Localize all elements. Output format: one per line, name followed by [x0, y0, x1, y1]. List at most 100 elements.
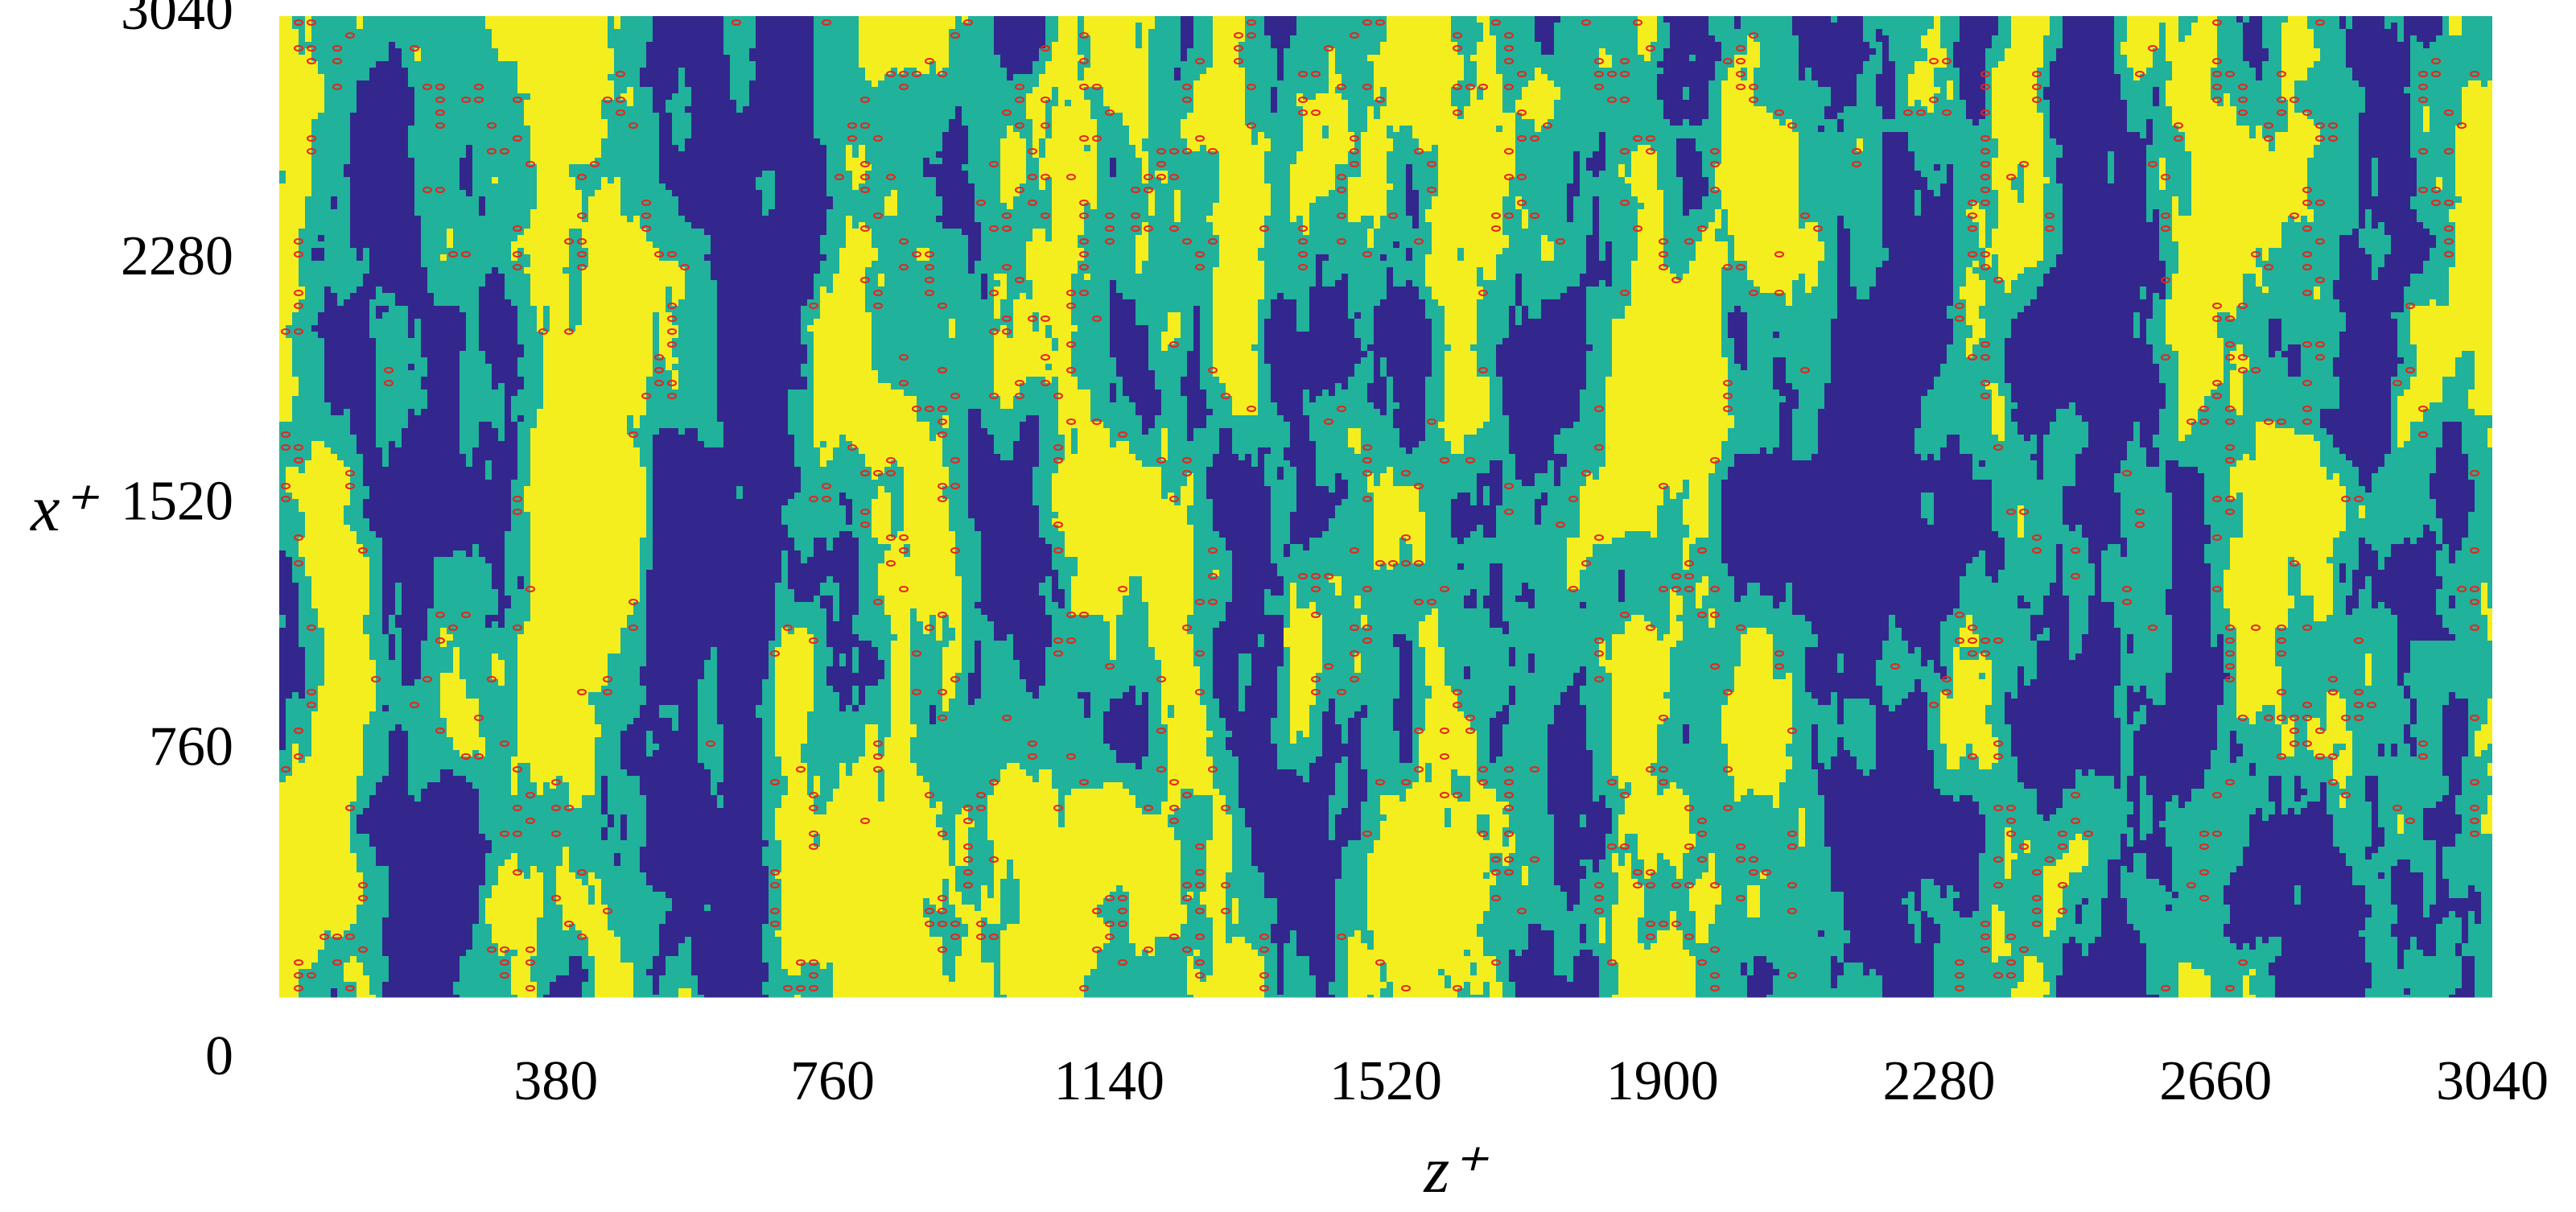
field-region: [537, 171, 569, 178]
field-region: [2172, 209, 2178, 216]
field-region: [2346, 319, 2397, 326]
field-region: [904, 544, 910, 551]
field-region: [2005, 538, 2088, 545]
field-region: [2417, 216, 2449, 223]
field-region: [2243, 55, 2269, 62]
field-region: [1799, 132, 1882, 139]
field-region: [2178, 196, 2191, 204]
field-region: [884, 209, 897, 216]
field-region: [678, 261, 711, 268]
field-region: [1271, 544, 1284, 551]
field-region: [369, 299, 395, 307]
field-region: [279, 183, 311, 191]
field-region: [350, 113, 414, 120]
field-region: [897, 209, 942, 216]
field-region: [1721, 209, 1728, 216]
field-region: [1670, 267, 1689, 274]
field-region: [1213, 35, 1245, 43]
field-region: [820, 454, 833, 461]
field-region: [1078, 441, 1110, 448]
field-region: [460, 396, 505, 403]
field-region: [1419, 493, 1457, 500]
field-region: [2359, 151, 2410, 159]
field-region: [279, 306, 299, 313]
field-region: [2417, 158, 2455, 165]
field-region: [640, 460, 653, 468]
field-region: [1792, 29, 1863, 36]
field-region: [1039, 325, 1045, 332]
field-region: [1271, 42, 1290, 49]
field-region: [1882, 138, 1908, 146]
field-region: [2075, 525, 2082, 532]
field-region: [1502, 409, 1580, 416]
field-region: [1728, 229, 1818, 236]
field-region: [2294, 216, 2301, 223]
field-region: [814, 402, 917, 410]
field-region: [1116, 171, 1142, 178]
field-region: [2275, 132, 2320, 139]
field-region: [1882, 145, 1908, 152]
field-region: [2352, 16, 2384, 23]
field-region: [1786, 299, 1792, 307]
field-region: [2397, 351, 2417, 358]
field-region: [608, 126, 659, 133]
field-region: [2455, 171, 2492, 178]
field-region: [704, 229, 826, 236]
field-region: [891, 493, 904, 500]
field-region: [350, 158, 414, 165]
field-region: [2159, 29, 2166, 36]
field-region: [1193, 106, 1245, 113]
field-region: [2056, 254, 2159, 262]
field-region: [1071, 319, 1110, 326]
field-region: [350, 415, 376, 423]
field-region: [1567, 190, 1580, 197]
field-region: [2178, 203, 2191, 210]
field-region: [2236, 306, 2339, 313]
field-region: [2005, 287, 2011, 294]
field-region: [1148, 203, 1155, 210]
field-region: [2397, 409, 2423, 416]
field-region: [2449, 209, 2492, 216]
field-region: [1284, 55, 1329, 62]
field-region: [2159, 42, 2166, 49]
field-region: [1361, 447, 1406, 455]
field-region: [1477, 48, 1496, 56]
field-region: [1960, 16, 1998, 23]
field-region: [1245, 93, 1271, 101]
field-region: [1058, 344, 1071, 352]
field-region: [846, 235, 872, 242]
field-region: [1412, 254, 1425, 262]
field-region: [517, 422, 537, 429]
field-region: [1058, 409, 1090, 416]
field-region: [1728, 248, 1734, 255]
field-region: [1515, 171, 1573, 178]
field-region: [1670, 29, 1708, 36]
field-region: [653, 518, 781, 526]
field-region: [376, 364, 408, 371]
field-region: [1799, 203, 1882, 210]
field-region: [1837, 274, 1850, 281]
field-region: [350, 473, 363, 480]
field-region: [363, 499, 511, 506]
field-region: [1161, 493, 1168, 500]
field-region: [1303, 409, 1380, 416]
field-region: [1683, 196, 1702, 204]
field-region: [672, 344, 717, 352]
field-region: [1586, 164, 1605, 171]
field-region: [1689, 531, 1708, 538]
field-region: [756, 74, 814, 81]
field-region: [2108, 544, 2121, 551]
field-region: [1522, 287, 1567, 294]
field-region: [2462, 87, 2492, 94]
field-region: [1914, 203, 1921, 210]
field-region: [2359, 222, 2365, 229]
field-region: [2153, 293, 2159, 300]
field-region: [968, 467, 1032, 474]
field-region: [1193, 435, 1219, 442]
field-region: [1187, 357, 1200, 365]
field-region: [1734, 254, 1824, 262]
field-region: [1715, 467, 1728, 474]
field-region: [2050, 106, 2127, 113]
field-region: [1425, 415, 1445, 423]
field-region: [1136, 235, 1148, 242]
